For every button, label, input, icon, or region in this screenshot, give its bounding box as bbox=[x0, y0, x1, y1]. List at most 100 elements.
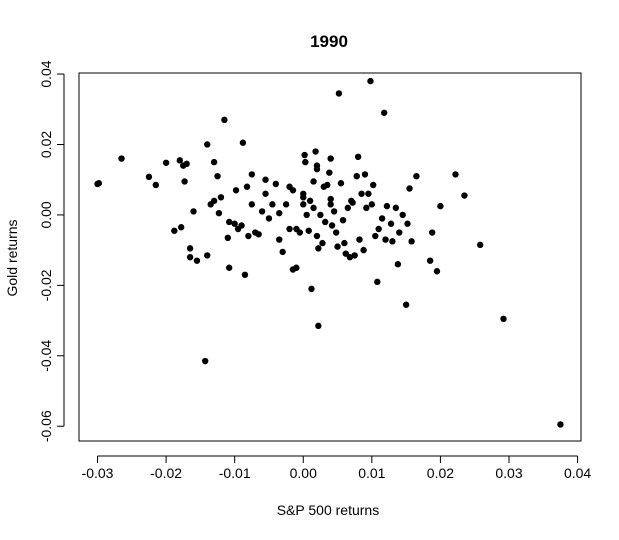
data-point bbox=[215, 209, 223, 217]
data-point bbox=[461, 192, 468, 199]
data-point bbox=[363, 204, 370, 212]
data-point bbox=[282, 201, 290, 208]
data-points bbox=[94, 77, 564, 428]
data-point bbox=[428, 229, 436, 236]
data-point bbox=[214, 172, 221, 180]
data-point bbox=[162, 159, 170, 166]
data-point bbox=[243, 183, 251, 190]
data-point bbox=[303, 211, 310, 219]
data-point bbox=[276, 236, 283, 243]
plot-frame bbox=[78, 72, 582, 442]
data-point bbox=[315, 322, 322, 330]
x-tick-label: -0.03 bbox=[82, 465, 114, 481]
data-point bbox=[392, 204, 400, 212]
data-point bbox=[177, 224, 185, 231]
data-point bbox=[145, 173, 153, 181]
data-point bbox=[380, 109, 388, 116]
data-point bbox=[346, 253, 354, 261]
data-point bbox=[232, 187, 240, 194]
data-point bbox=[406, 185, 413, 192]
data-point bbox=[368, 201, 376, 208]
data-point bbox=[190, 208, 197, 215]
data-point bbox=[248, 171, 256, 178]
data-point bbox=[327, 195, 334, 203]
data-point bbox=[183, 160, 190, 168]
data-point bbox=[269, 201, 276, 208]
data-point bbox=[245, 232, 252, 240]
data-point bbox=[193, 257, 201, 264]
data-point bbox=[383, 202, 391, 210]
data-point bbox=[308, 285, 315, 293]
data-point bbox=[317, 211, 324, 219]
data-point bbox=[389, 238, 396, 245]
data-point bbox=[296, 229, 304, 236]
data-point bbox=[354, 153, 362, 161]
data-point bbox=[557, 421, 564, 428]
data-point bbox=[272, 180, 280, 188]
data-point bbox=[265, 215, 273, 222]
data-point bbox=[204, 141, 211, 148]
data-point bbox=[361, 171, 369, 178]
data-point bbox=[239, 139, 247, 146]
data-point bbox=[387, 220, 395, 227]
data-point bbox=[248, 201, 256, 208]
data-point bbox=[330, 208, 338, 215]
data-point bbox=[181, 178, 188, 185]
data-point bbox=[337, 180, 345, 187]
data-point bbox=[293, 264, 300, 271]
data-point bbox=[328, 222, 336, 229]
data-point bbox=[372, 232, 379, 240]
data-point bbox=[286, 225, 293, 233]
data-point bbox=[152, 181, 160, 189]
data-point bbox=[224, 234, 232, 242]
data-point bbox=[341, 239, 348, 247]
data-point bbox=[344, 204, 352, 212]
data-point bbox=[327, 155, 334, 162]
data-point bbox=[321, 218, 329, 226]
data-point bbox=[324, 181, 331, 189]
y-axis: -0.06 -0.04 -0.02 0.00 0.02 0.04 bbox=[38, 60, 65, 442]
x-tick-label: 0.02 bbox=[427, 465, 454, 481]
data-point bbox=[301, 151, 308, 159]
data-point bbox=[262, 176, 269, 183]
data-point bbox=[394, 261, 402, 268]
data-point bbox=[319, 239, 326, 247]
y-tick-label: 0.02 bbox=[38, 131, 54, 158]
data-point bbox=[378, 215, 386, 222]
data-point bbox=[255, 231, 262, 238]
data-point bbox=[402, 301, 410, 308]
data-point bbox=[370, 181, 377, 189]
x-tick-label: 0.01 bbox=[358, 465, 385, 481]
data-point bbox=[306, 197, 314, 205]
data-point bbox=[313, 232, 321, 240]
y-tick-label: -0.02 bbox=[38, 269, 54, 301]
x-tick-label: 0.03 bbox=[495, 465, 522, 481]
data-point bbox=[300, 194, 307, 201]
data-point bbox=[426, 257, 434, 264]
data-point bbox=[452, 171, 459, 178]
data-point bbox=[374, 278, 381, 286]
data-point bbox=[399, 211, 406, 219]
data-point bbox=[339, 217, 347, 224]
data-point bbox=[302, 158, 309, 166]
data-point bbox=[500, 315, 507, 323]
data-point bbox=[315, 245, 322, 252]
y-tick-label: 0.04 bbox=[38, 60, 54, 87]
data-point bbox=[279, 248, 286, 256]
data-point bbox=[356, 236, 363, 243]
data-point bbox=[334, 243, 341, 250]
data-point bbox=[225, 218, 233, 226]
data-point bbox=[118, 155, 125, 162]
data-point bbox=[186, 253, 194, 261]
data-point bbox=[351, 252, 358, 259]
data-point bbox=[300, 201, 307, 208]
data-point bbox=[382, 236, 389, 243]
data-point bbox=[437, 202, 444, 210]
data-point bbox=[289, 187, 297, 194]
data-point bbox=[349, 199, 356, 206]
data-point bbox=[238, 222, 245, 229]
x-axis-label: S&P 500 returns bbox=[277, 502, 379, 518]
x-tick-label: -0.01 bbox=[219, 465, 251, 481]
data-point bbox=[367, 77, 374, 85]
data-point bbox=[217, 194, 225, 201]
